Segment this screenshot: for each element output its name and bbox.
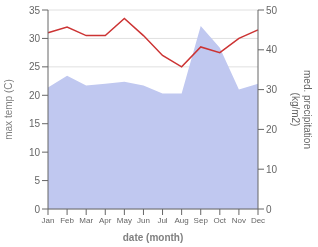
svg-text:Oct: Oct [214,216,227,225]
svg-text:10: 10 [29,147,41,158]
svg-text:Jan: Jan [42,216,55,225]
svg-text:0: 0 [34,204,40,215]
svg-text:15: 15 [29,118,41,129]
svg-text:Dec: Dec [251,216,265,225]
svg-text:Apr: Apr [99,216,112,225]
svg-text:Jun: Jun [137,216,150,225]
svg-text:Mar: Mar [79,216,93,225]
svg-text:Sep: Sep [194,216,209,225]
svg-text:5: 5 [34,175,40,186]
svg-text:Jul: Jul [157,216,167,225]
svg-text:20: 20 [266,124,278,135]
svg-text:40: 40 [266,44,278,55]
svg-text:50: 50 [266,5,278,16]
svg-text:Nov: Nov [232,216,246,225]
svg-text:0: 0 [266,204,272,215]
svg-text:med. precipitation(kg/m2): med. precipitation(kg/m2) [290,70,310,149]
svg-text:35: 35 [29,5,41,16]
svg-text:Aug: Aug [175,216,189,225]
svg-text:max temp (C): max temp (C) [8,79,14,140]
svg-text:May: May [117,216,132,225]
svg-text:date (month): date (month) [123,232,184,243]
svg-text:10: 10 [266,164,278,175]
svg-text:20: 20 [29,90,41,101]
svg-text:30: 30 [266,84,278,95]
svg-text:25: 25 [29,61,41,72]
svg-text:Feb: Feb [60,216,74,225]
svg-text:30: 30 [29,33,41,44]
